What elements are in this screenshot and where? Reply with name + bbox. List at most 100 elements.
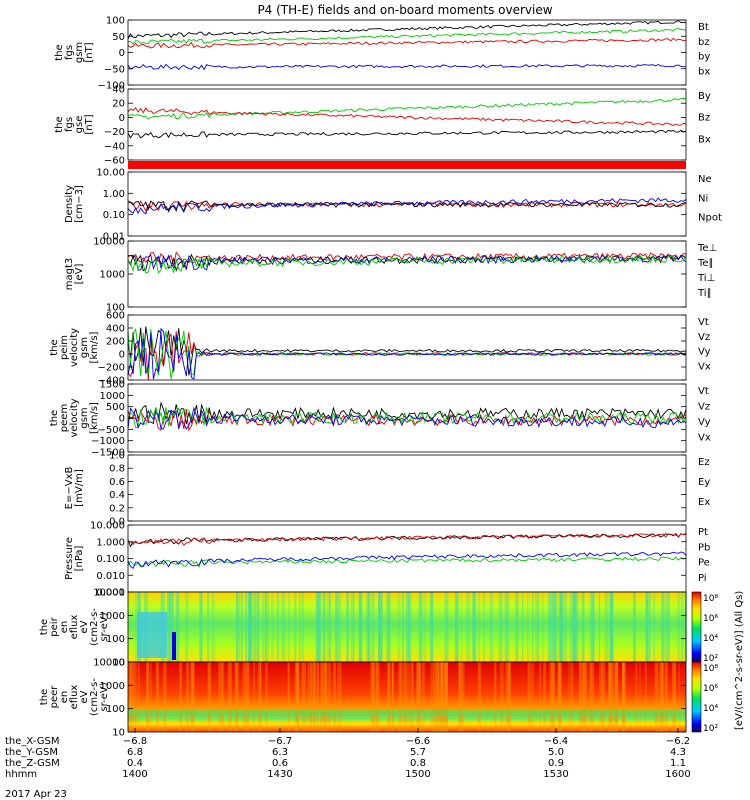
spectrogram-texture — [308, 662, 312, 732]
spectrogram-texture — [569, 592, 573, 662]
spectrogram-texture — [472, 592, 476, 662]
colorbar-tick: 10² — [703, 724, 718, 734]
spectrogram-texture — [454, 592, 459, 662]
spectrogram-texture — [353, 592, 355, 662]
y-axis-label: the — [54, 44, 65, 60]
spectrogram-texture — [358, 592, 361, 662]
spectrogram-texture — [549, 662, 553, 732]
y-tick-label: 1000 — [100, 681, 125, 692]
y-tick-label: 1.00 — [103, 189, 125, 200]
spectrogram-texture — [550, 662, 554, 732]
spectrogram-texture — [186, 662, 190, 732]
spectrogram-texture — [237, 592, 241, 662]
spectrogram-texture — [358, 592, 362, 662]
trace-fgs_gse-By — [127, 97, 687, 120]
spectrogram-texture — [505, 662, 507, 732]
y-tick-label: 0.001 — [96, 588, 125, 599]
spectrogram-texture — [294, 592, 297, 662]
x-axis-value: −6.2 — [666, 736, 690, 747]
y-axis-label: Density — [64, 185, 75, 223]
y-tick-label: 0 — [119, 48, 125, 59]
trace-peim_velocity-Vz — [127, 331, 686, 381]
spectrogram-texture — [321, 662, 326, 732]
legend-peim_velocity-Vx: Vx — [698, 361, 711, 372]
y-axis-label: E=−VxB — [64, 467, 75, 510]
spectrogram-texture — [397, 592, 401, 662]
x-axis-value: 1400 — [122, 769, 147, 780]
spectrogram-texture — [558, 592, 563, 662]
spectrogram-texture — [551, 592, 555, 662]
spectrogram-texture — [610, 592, 614, 662]
spectrogram-texture — [167, 592, 169, 662]
colorbar-tick: 10⁴ — [703, 634, 718, 644]
spectrogram-texture — [403, 662, 407, 732]
y-axis-label: en — [59, 691, 70, 704]
spectrogram-texture — [552, 662, 555, 732]
spectrogram-texture — [276, 592, 280, 662]
legend-fgs_gse-Bz: Bz — [698, 113, 710, 124]
spectrogram-texture — [498, 592, 503, 662]
spectrogram-texture — [466, 592, 471, 662]
y-axis-label: the — [49, 410, 60, 426]
spectrogram-texture — [611, 662, 615, 732]
spectrogram-texture — [547, 592, 551, 662]
spectrogram-texture — [179, 662, 182, 732]
spectrogram-texture — [168, 592, 171, 662]
spectrogram-texture — [316, 662, 319, 732]
y-axis-label: gsm — [79, 407, 90, 428]
y-axis-label: the — [39, 619, 50, 635]
x-axis-value: 0.4 — [127, 758, 143, 769]
spectrogram-texture — [429, 592, 434, 662]
spectrogram-texture — [639, 662, 641, 732]
legend-peem_velocity-Vx: Vx — [698, 433, 711, 444]
spectrogram-texture — [221, 662, 224, 732]
spectrogram-texture — [542, 592, 544, 662]
spectrogram-texture — [387, 662, 390, 732]
y-axis-label: the — [49, 339, 60, 355]
y-tick-label: −40 — [104, 141, 125, 152]
spectrogram-texture — [557, 662, 561, 732]
spectrogram-texture — [606, 592, 609, 662]
legend-peem_velocity-Vy: Vy — [698, 417, 711, 428]
spectrogram-texture — [661, 662, 665, 732]
y-axis-label: [nT] — [84, 42, 95, 62]
trace-temperature-Ti⊥ — [127, 254, 687, 271]
spectrogram-texture — [381, 592, 383, 662]
spectrogram-texture — [489, 592, 491, 662]
spectrogram-texture — [439, 662, 443, 732]
spectrogram-texture — [635, 662, 638, 732]
spectrogram-texture — [622, 662, 625, 732]
spectrogram-texture — [645, 592, 649, 662]
spectrogram-texture — [592, 592, 594, 662]
legend-peem_velocity-Vt: Vt — [698, 386, 709, 397]
y-tick-label: 1500 — [100, 380, 125, 391]
spectrogram-texture — [660, 662, 664, 732]
y-tick-label: 10000 — [93, 588, 125, 599]
spectrogram-texture — [307, 662, 309, 732]
spectrogram-texture — [431, 592, 433, 662]
trace-peem_velocity-Vx — [127, 406, 687, 430]
colorbar-tick: 10⁶ — [703, 614, 718, 624]
spectrogram-texture — [218, 662, 221, 732]
spectrogram-texture — [301, 592, 305, 662]
spectrogram-texture — [248, 592, 253, 662]
y-tick-label: 1.000 — [96, 537, 125, 548]
spectrogram-texture — [320, 662, 323, 732]
legend-density-Ni: Ni — [698, 193, 708, 204]
spectrogram-texture — [554, 592, 558, 662]
x-axis-value: 0.8 — [410, 758, 426, 769]
y-tick-label: −50 — [104, 64, 125, 75]
spectrogram-texture — [245, 662, 250, 732]
trace-peem_velocity-Vy — [127, 407, 687, 429]
spectrogram-texture — [527, 592, 529, 662]
spectrogram-texture — [572, 592, 576, 662]
trace-fgs_gse-Bz — [127, 106, 687, 127]
panel-frame — [127, 661, 687, 733]
spectrogram-texture — [560, 592, 564, 662]
spectrogram-texture — [335, 592, 338, 662]
spectrogram-texture — [591, 592, 595, 662]
spectrogram-texture — [378, 592, 382, 662]
y-tick-label: 600 — [106, 311, 125, 322]
spectrogram-texture — [598, 592, 600, 662]
spectrogram-texture — [611, 592, 613, 662]
